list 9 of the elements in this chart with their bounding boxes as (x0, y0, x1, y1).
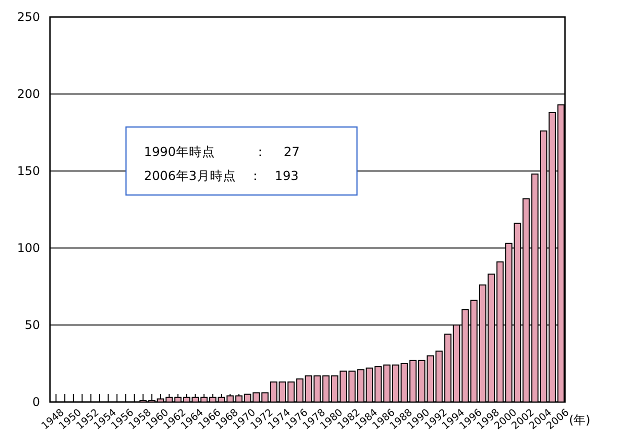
y-tick-label: 50 (24, 318, 40, 332)
annotation: 2006年3月時点 ： 193 (144, 168, 299, 183)
y-tick-label: 250 (17, 10, 40, 24)
y-tick-label: 150 (17, 164, 40, 178)
y-tick-label: 200 (17, 87, 40, 102)
annotation: 1990年時点 ： 27 (144, 144, 300, 159)
x-axis-title: (年) (569, 413, 590, 427)
y-tick-label: 100 (17, 241, 40, 256)
y-tick-label: 0 (32, 395, 40, 410)
